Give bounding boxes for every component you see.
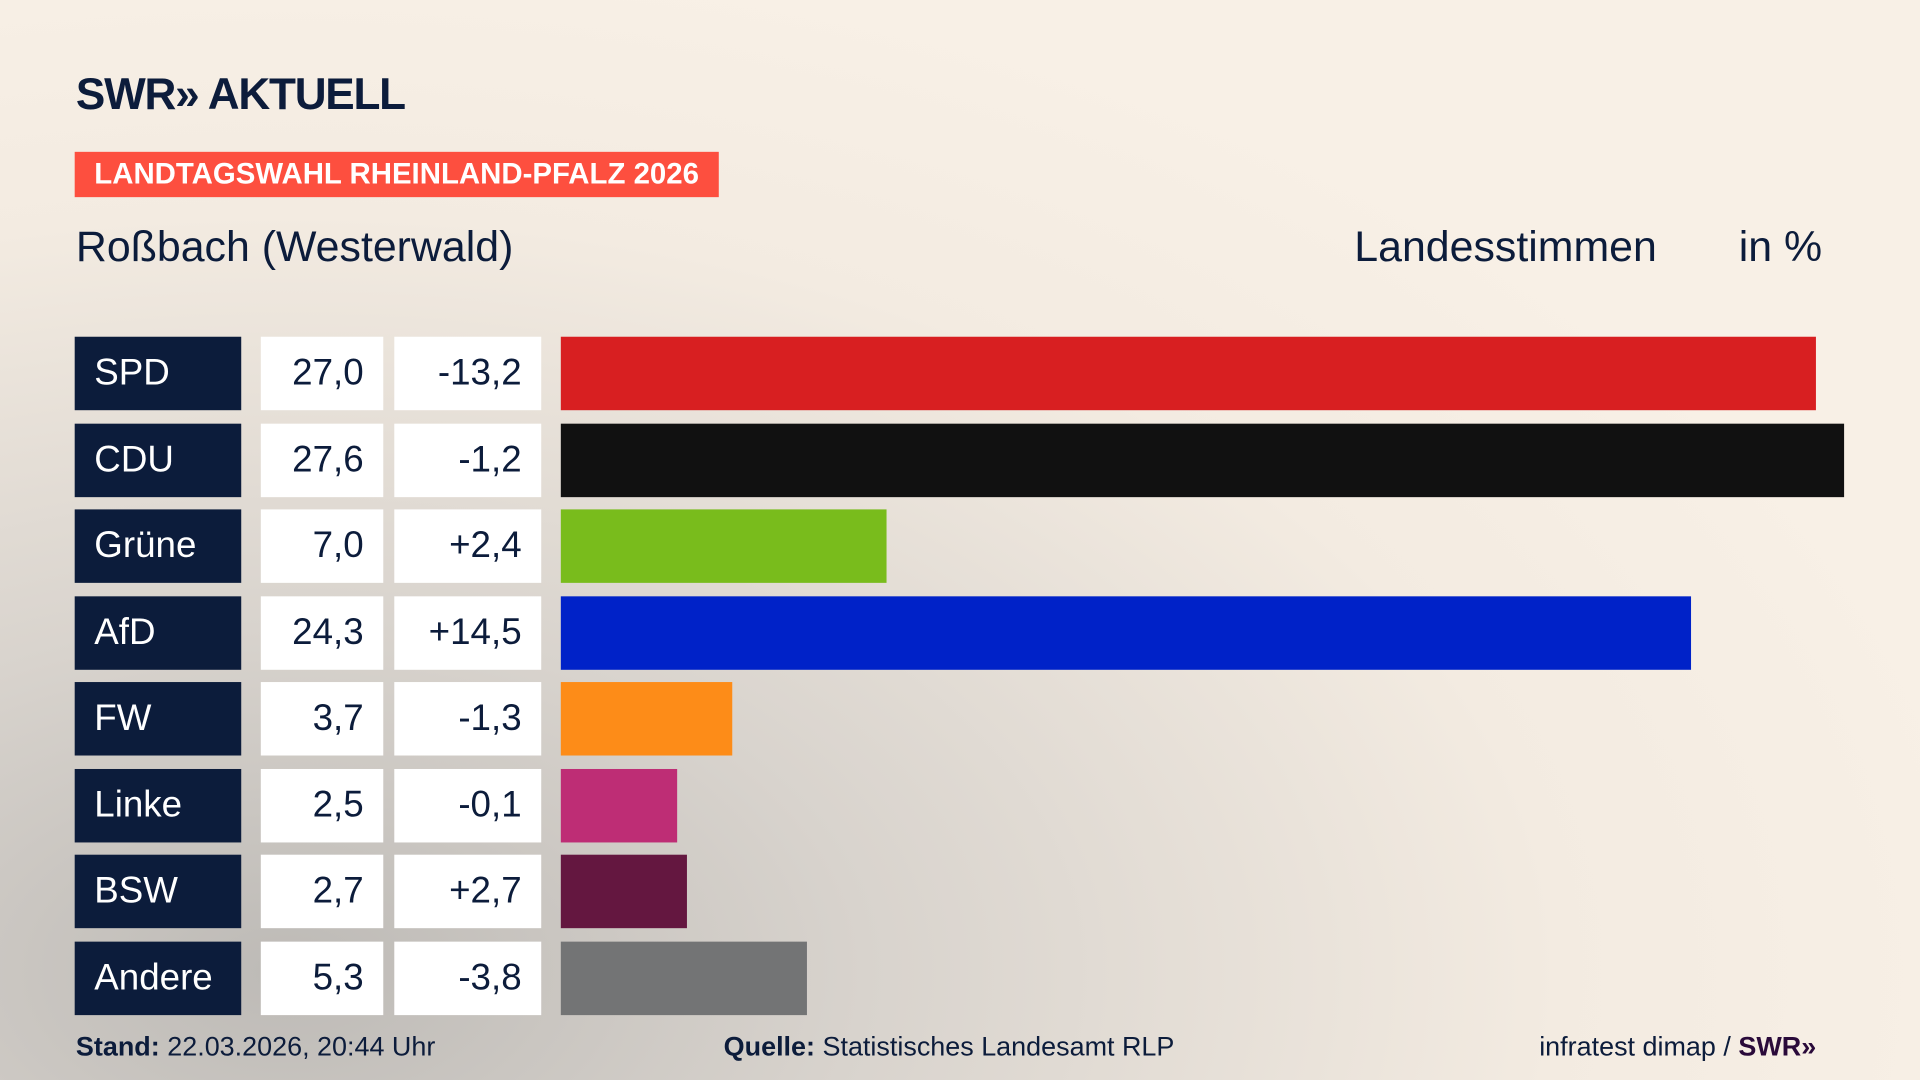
credit-text: infratest dimap / — [1539, 1031, 1739, 1062]
source: Quelle: Statistisches Landesamt RLP — [724, 1031, 1175, 1063]
diff-label: -1,3 — [394, 682, 542, 756]
value-label: 2,5 — [260, 768, 384, 842]
bar — [560, 768, 678, 842]
bar — [560, 595, 1691, 670]
swr-logo: SWR» — [1738, 1031, 1817, 1062]
value-label: 5,3 — [260, 941, 384, 1015]
party-label: CDU — [74, 423, 242, 497]
diff-label: -0,1 — [394, 768, 542, 842]
diff-label: -13,2 — [394, 336, 542, 411]
unit-label: in % — [1738, 222, 1823, 271]
stand-value: 22.03.2026, 20:44 Uhr — [167, 1031, 436, 1062]
value-label: 27,0 — [260, 336, 384, 411]
party-label: SPD — [74, 336, 242, 411]
diff-label: +2,7 — [394, 854, 542, 929]
credit: infratest dimap / SWR» — [1539, 1031, 1816, 1063]
bar — [560, 336, 1817, 411]
value-label: 27,6 — [260, 423, 384, 497]
bar — [560, 509, 887, 583]
stand-label: Stand: — [75, 1031, 160, 1062]
value-label: 3,7 — [260, 682, 384, 756]
bar — [560, 682, 733, 756]
swr-aktuell-logo: SWR» AKTUELL — [75, 68, 406, 119]
party-label: Andere — [74, 941, 242, 1015]
party-label: Linke — [74, 768, 242, 842]
value-label: 7,0 — [260, 509, 384, 583]
source-value: Statistisches Landesamt RLP — [822, 1031, 1175, 1062]
value-label: 24,3 — [260, 595, 384, 670]
vote-type-label: Landesstimmen — [1354, 222, 1657, 271]
timestamp: Stand: 22.03.2026, 20:44 Uhr — [76, 1031, 435, 1063]
diff-label: +14,5 — [394, 595, 542, 670]
party-label: Grüne — [74, 509, 242, 583]
party-label: FW — [74, 682, 242, 756]
party-label: AfD — [74, 595, 242, 670]
diff-label: -3,8 — [394, 941, 542, 1015]
location-title: Roßbach (Westerwald) — [75, 222, 514, 271]
value-label: 2,7 — [260, 854, 384, 929]
bar — [560, 854, 687, 929]
diff-label: +2,4 — [394, 509, 542, 583]
party-label: BSW — [74, 854, 242, 929]
election-badge: LANDTAGSWAHL RHEINLAND-PFALZ 2026 — [74, 151, 719, 198]
source-label: Quelle: — [723, 1031, 816, 1062]
bar — [560, 941, 808, 1015]
diff-label: -1,2 — [394, 423, 542, 497]
bar — [560, 423, 1845, 497]
